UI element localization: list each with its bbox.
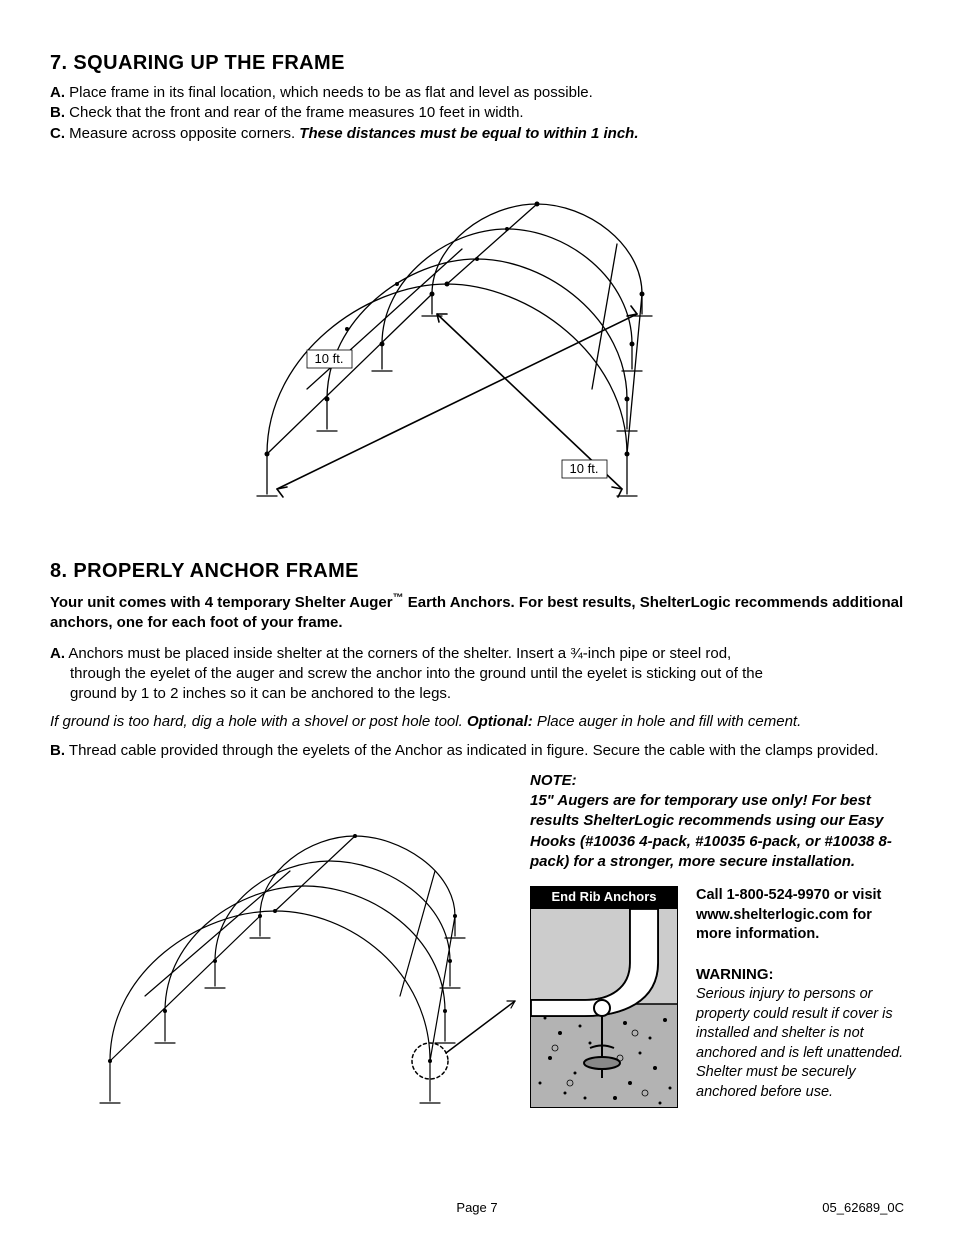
diagram-label-1: 10 ft. [315, 351, 344, 366]
section8-diagram [50, 771, 520, 1147]
step-text: Check that the front and rear of the fra… [69, 104, 523, 121]
section7-heading: 7. Squaring up the Frame [50, 50, 904, 77]
step-8a: A. Anchors must be placed inside shelter… [50, 644, 904, 705]
optional-post: Place auger in hole and fill with cement… [533, 713, 801, 730]
tm-symbol: ™ [393, 592, 404, 604]
step-text-cont: ground by 1 to 2 inches so it can be anc… [50, 684, 904, 704]
section7-diagram: 10 ft. 10 ft. [50, 154, 904, 540]
warning-head: WARNING: [696, 965, 904, 985]
diagram-label-2: 10 ft. [570, 461, 599, 476]
page-footer: Page 7 05_62689_0C [0, 1199, 954, 1217]
intro-pre: Your unit comes with 4 temporary Shelter… [50, 594, 393, 611]
optional-note: If ground is too hard, dig a hole with a… [50, 712, 904, 732]
optional-label: Optional: [467, 713, 533, 730]
step-text-pre: Measure across opposite corners. [69, 125, 299, 142]
step-letter: B. [50, 104, 65, 121]
step-text: Place frame in its final location, which… [69, 84, 593, 101]
step-7c: C. Measure across opposite corners. Thes… [50, 124, 904, 144]
step-letter: C. [50, 125, 65, 142]
doc-number: 05_62689_0C [822, 1199, 904, 1217]
step-8b: B. Thread cable provided through the eye… [50, 741, 904, 761]
anchor-detail-box: End Rib Anchors [530, 886, 678, 1114]
section8-heading: 8. Properly Anchor Frame [50, 558, 904, 585]
note-body: 15" Augers are for temporary use only! F… [530, 791, 904, 872]
optional-pre: If ground is too hard, dig a hole with a… [50, 713, 467, 730]
warning-body: Serious injury to persons or property co… [696, 985, 904, 1102]
step-7a: A. Place frame in its final location, wh… [50, 83, 904, 103]
note-block: NOTE: 15" Augers are for temporary use o… [530, 771, 904, 872]
note-head: NOTE: [530, 771, 904, 791]
step-7b: B. Check that the front and rear of the … [50, 103, 904, 123]
section8-intro: Your unit comes with 4 temporary Shelter… [50, 591, 904, 634]
step-text: Thread cable provided through the eyelet… [69, 742, 879, 759]
step-text-em: These distances must be equal to within … [299, 125, 638, 142]
section7-steps: A. Place frame in its final location, wh… [50, 83, 904, 144]
step-text: Anchors must be placed inside shelter at… [68, 645, 731, 662]
contact-info: Call 1-800-524-9970 or visit www.shelter… [696, 886, 904, 945]
step-letter: A. [50, 84, 65, 101]
step-text-cont: through the eyelet of the auger and scre… [50, 664, 904, 684]
step-letter: A. [50, 645, 65, 662]
page-number: Page 7 [456, 1199, 497, 1217]
anchor-header: End Rib Anchors [530, 886, 678, 908]
step-letter: B. [50, 742, 65, 759]
